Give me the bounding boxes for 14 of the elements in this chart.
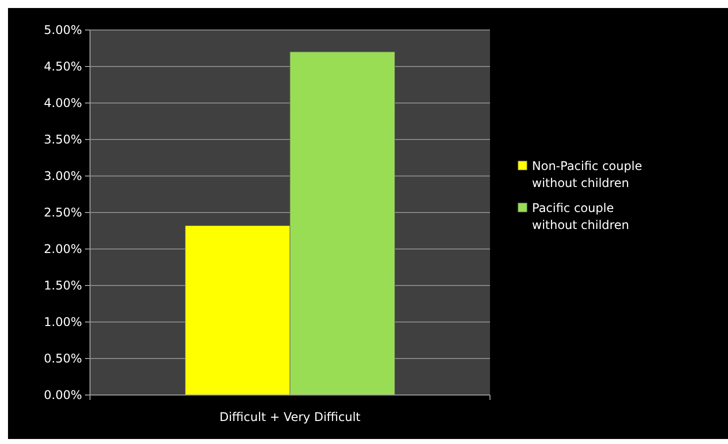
y-tick-label: 0.00%: [44, 388, 82, 402]
legend-label: Non-Pacific couple without children: [532, 159, 642, 190]
y-tick-label: 4.00%: [44, 96, 82, 110]
y-tick-label: 2.50%: [44, 206, 82, 220]
y-tick-label: 5.00%: [44, 23, 82, 38]
x-tick-label: Difficult + Very Difficult: [219, 410, 361, 424]
legend-label: Pacific couple without children: [532, 201, 630, 232]
y-tick-label: 1.00%: [44, 315, 82, 330]
y-tick-label: 0.50%: [44, 352, 82, 366]
y-tick-label: 1.50%: [44, 278, 82, 293]
y-tick-label: 4.50%: [44, 60, 82, 74]
y-tick-label: 3.00%: [44, 169, 82, 184]
y-tick-label: 2.00%: [44, 242, 82, 256]
y-tick-label: 3.50%: [44, 132, 82, 147]
